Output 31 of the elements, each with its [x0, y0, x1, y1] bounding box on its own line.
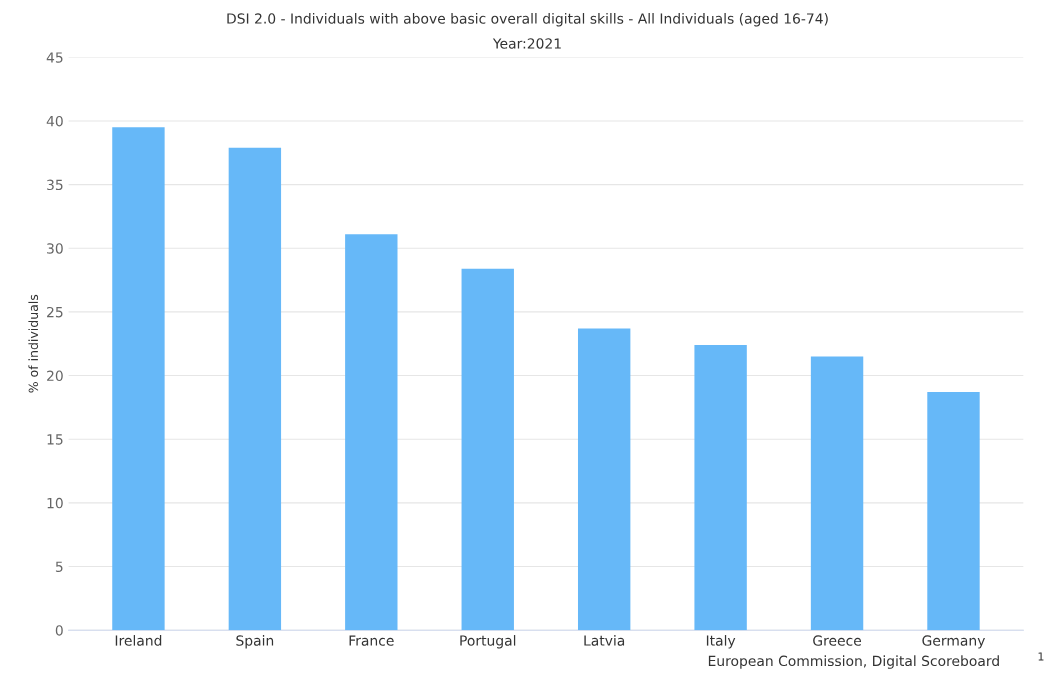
bar — [927, 392, 980, 631]
y-tick-label: 25 — [47, 306, 63, 318]
y-tick-label: 45 — [46, 52, 63, 63]
y-tick-label: 15 — [47, 434, 63, 445]
bar — [112, 127, 165, 631]
bar — [228, 147, 282, 631]
x-tick-label: France — [349, 635, 394, 646]
y-tick-label: 5 — [55, 561, 63, 573]
y-tick-label: 0 — [55, 625, 63, 636]
y-tick-label: 40 — [46, 115, 63, 127]
y-tick-label: 30 — [47, 243, 63, 254]
y-tick-label: 20 — [47, 370, 63, 382]
y-tick-label: 10 — [47, 497, 63, 509]
x-tick-label: Spain — [236, 635, 274, 649]
x-tick-label: Ireland — [115, 635, 162, 646]
bar — [577, 328, 631, 631]
bar — [810, 356, 864, 631]
bar — [694, 345, 747, 631]
x-tick-label: Germany — [922, 635, 985, 649]
text: 1 — [1038, 652, 1044, 661]
x-tick-label: Portugal — [460, 635, 516, 649]
x-tick-label: Latvia — [584, 635, 625, 646]
y-axis-title: % of individuals — [28, 294, 39, 393]
text: European Commission, Digital Scoreboard — [708, 655, 999, 669]
bar — [461, 268, 514, 631]
y-tick-label: 35 — [47, 179, 63, 191]
x-tick-label: Italy — [706, 635, 736, 649]
bar — [345, 234, 398, 631]
chart-title: DSI 2.0 - Individuals with above basic overall digital skills - All Individuals (aged 16-74) — [227, 13, 828, 27]
chart-subtitle: Year:2021 — [492, 38, 561, 49]
x-tick-label: Greece — [813, 635, 862, 646]
